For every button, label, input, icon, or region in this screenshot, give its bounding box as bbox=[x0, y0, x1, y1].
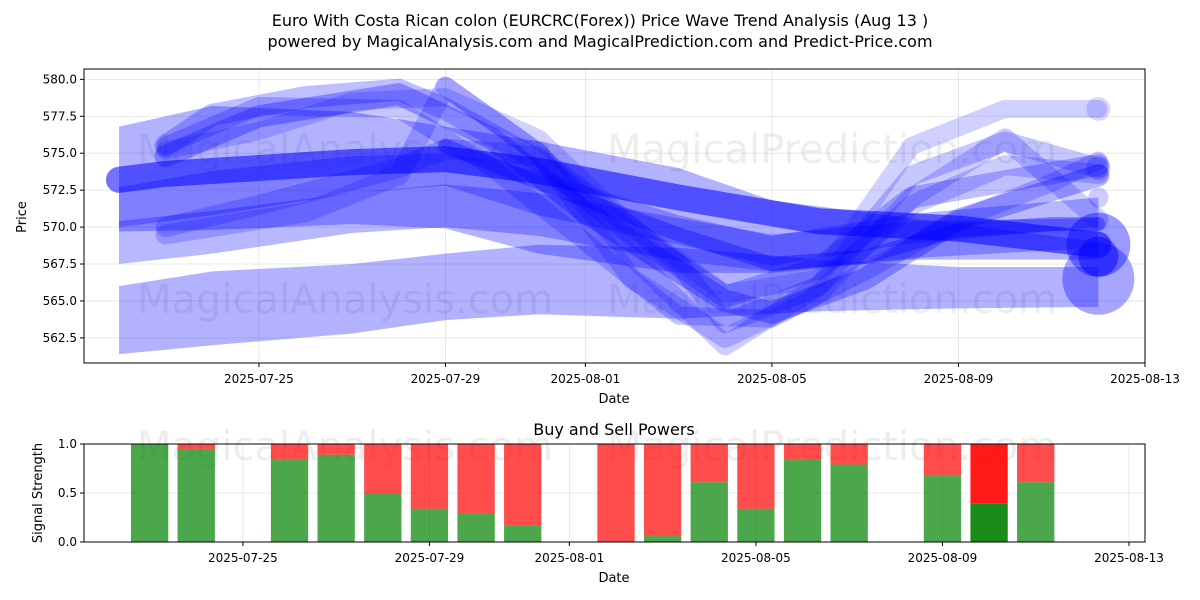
buy-power-bar bbox=[364, 493, 402, 542]
sell-power-bar bbox=[923, 444, 962, 476]
price-x-tick-label: 2025-07-29 bbox=[411, 372, 481, 386]
buy-sell-y-tick-label: 0.0 bbox=[58, 535, 77, 549]
sell-power-bar bbox=[317, 444, 355, 455]
buy-power-bar bbox=[830, 464, 868, 542]
buy-sell-x-tick-label: 2025-07-25 bbox=[208, 551, 278, 565]
wave-line bbox=[435, 76, 1109, 356]
price-y-tick-label: 577.5 bbox=[43, 109, 77, 123]
sell-power-bar bbox=[690, 444, 728, 483]
buy-power-bar bbox=[457, 513, 495, 542]
price-y-tick-label: 565.0 bbox=[43, 294, 77, 308]
price-x-tick-label: 2025-08-05 bbox=[737, 372, 807, 386]
sell-power-bar bbox=[830, 444, 868, 465]
buy-power-bar bbox=[737, 508, 775, 542]
price-x-tick-label: 2025-08-01 bbox=[550, 372, 620, 386]
watermark-text: MagicalAnalysis.com bbox=[137, 277, 553, 323]
buy-power-bar bbox=[1017, 482, 1055, 542]
wave-line bbox=[105, 146, 1112, 258]
buy-sell-title: Buy and Sell Powers bbox=[533, 420, 695, 439]
price-x-axis-label: Date bbox=[598, 392, 629, 407]
buy-sell-x-axis-label: Date bbox=[598, 571, 629, 586]
sell-power-bar bbox=[783, 444, 822, 460]
buy-sell-x-tick-label: 2025-08-09 bbox=[908, 551, 978, 565]
price-y-tick-label: 570.0 bbox=[43, 220, 77, 234]
sell-power-bar bbox=[364, 444, 402, 493]
sell-power-bar bbox=[597, 444, 635, 542]
price-x-tick-label: 2025-08-09 bbox=[924, 372, 994, 386]
price-wave-series bbox=[105, 76, 1135, 356]
wave-line bbox=[156, 96, 1108, 328]
sell-power-bar bbox=[177, 444, 215, 449]
sell-power-bar bbox=[410, 444, 449, 509]
watermark-text: MagicalPrediction.com bbox=[607, 277, 1057, 323]
price-y-tick-label: 562.5 bbox=[43, 331, 77, 345]
buy-sell-x-tick-label: 2025-08-13 bbox=[1094, 551, 1164, 565]
sell-power-bar bbox=[270, 444, 309, 460]
buy-sell-y-ticks: 0.0 0.5 1.0 bbox=[58, 437, 84, 549]
wave-line bbox=[155, 131, 1109, 334]
buy-sell-bars bbox=[130, 444, 1055, 542]
price-plot-background bbox=[84, 69, 1145, 363]
buy-sell-x-tick-label: 2025-07-29 bbox=[395, 551, 465, 565]
chart-title-line2: powered by MagicalAnalysis.com and Magic… bbox=[267, 32, 932, 51]
wave-line bbox=[154, 78, 1110, 308]
buy-power-bar bbox=[410, 508, 449, 542]
price-y-tick-label: 567.5 bbox=[43, 257, 77, 271]
price-wave-panel: MagicalAnalysis.com MagicalPrediction.co… bbox=[15, 68, 1180, 407]
chart-title-line1: Euro With Costa Rican colon (EURCRC(Fore… bbox=[272, 11, 928, 30]
wave-line bbox=[155, 76, 1109, 348]
wave-line bbox=[154, 83, 1110, 324]
wave-end-marker bbox=[1086, 96, 1111, 121]
buy-power-bar bbox=[130, 444, 169, 542]
wave-end-marker bbox=[1088, 187, 1109, 208]
price-y-axis-label: Price bbox=[15, 201, 30, 233]
wave-band bbox=[118, 244, 1099, 355]
watermark-text: MagicalPrediction.com bbox=[607, 127, 1057, 173]
buy-power-bar bbox=[177, 448, 215, 542]
wave-line bbox=[438, 138, 1106, 272]
sell-power-bar bbox=[643, 444, 682, 537]
buy-sell-y-tick-label: 0.5 bbox=[58, 486, 77, 500]
buy-power-bar bbox=[923, 475, 962, 542]
buy-sell-panel: Buy and Sell Powers MagicalAnalysis.com … bbox=[31, 420, 1164, 586]
buy-sell-x-tick-label: 2025-08-05 bbox=[721, 551, 791, 565]
wave-line bbox=[156, 88, 1108, 303]
wave-end-marker bbox=[1078, 236, 1119, 277]
sell-power-bar bbox=[737, 444, 775, 509]
buy-power-bar bbox=[690, 482, 728, 542]
buy-sell-x-ticks: 2025-07-25 2025-07-29 2025-08-01 2025-08-05… bbox=[208, 542, 1164, 565]
wave-band bbox=[118, 184, 1099, 272]
price-watermarks: MagicalAnalysis.com MagicalPrediction.co… bbox=[137, 127, 1057, 323]
buy-power-bar bbox=[317, 454, 355, 542]
price-y-tick-label: 572.5 bbox=[43, 183, 77, 197]
buy-power-bar bbox=[970, 503, 1008, 542]
price-y-ticks: 562.5 565.0 567.5 570.0 572.5 575.0 577.5 580.0 bbox=[43, 72, 84, 345]
sell-power-bar bbox=[970, 444, 1008, 504]
wave-band bbox=[118, 153, 1099, 266]
buy-sell-y-tick-label: 1.0 bbox=[58, 437, 77, 451]
price-plot-frame bbox=[83, 68, 1146, 364]
sell-power-bar bbox=[504, 444, 542, 526]
buy-power-bar bbox=[643, 536, 682, 542]
price-x-ticks: 2025-07-25 2025-07-29 2025-08-01 2025-08-05… bbox=[224, 363, 1180, 386]
buy-power-bar bbox=[783, 459, 822, 542]
price-x-tick-label: 2025-07-25 bbox=[224, 372, 294, 386]
buy-sell-y-axis-label: Signal Strength bbox=[31, 443, 46, 543]
price-x-tick-label: 2025-08-13 bbox=[1110, 372, 1180, 386]
buy-power-bar bbox=[504, 525, 542, 542]
buy-sell-x-tick-label: 2025-08-01 bbox=[534, 551, 604, 565]
wave-end-marker bbox=[1086, 155, 1111, 180]
sell-power-bar bbox=[1017, 444, 1055, 483]
sell-power-bar bbox=[457, 444, 495, 514]
price-y-tick-label: 575.0 bbox=[43, 146, 77, 160]
price-y-tick-label: 580.0 bbox=[43, 72, 77, 86]
buy-power-bar bbox=[270, 459, 309, 542]
